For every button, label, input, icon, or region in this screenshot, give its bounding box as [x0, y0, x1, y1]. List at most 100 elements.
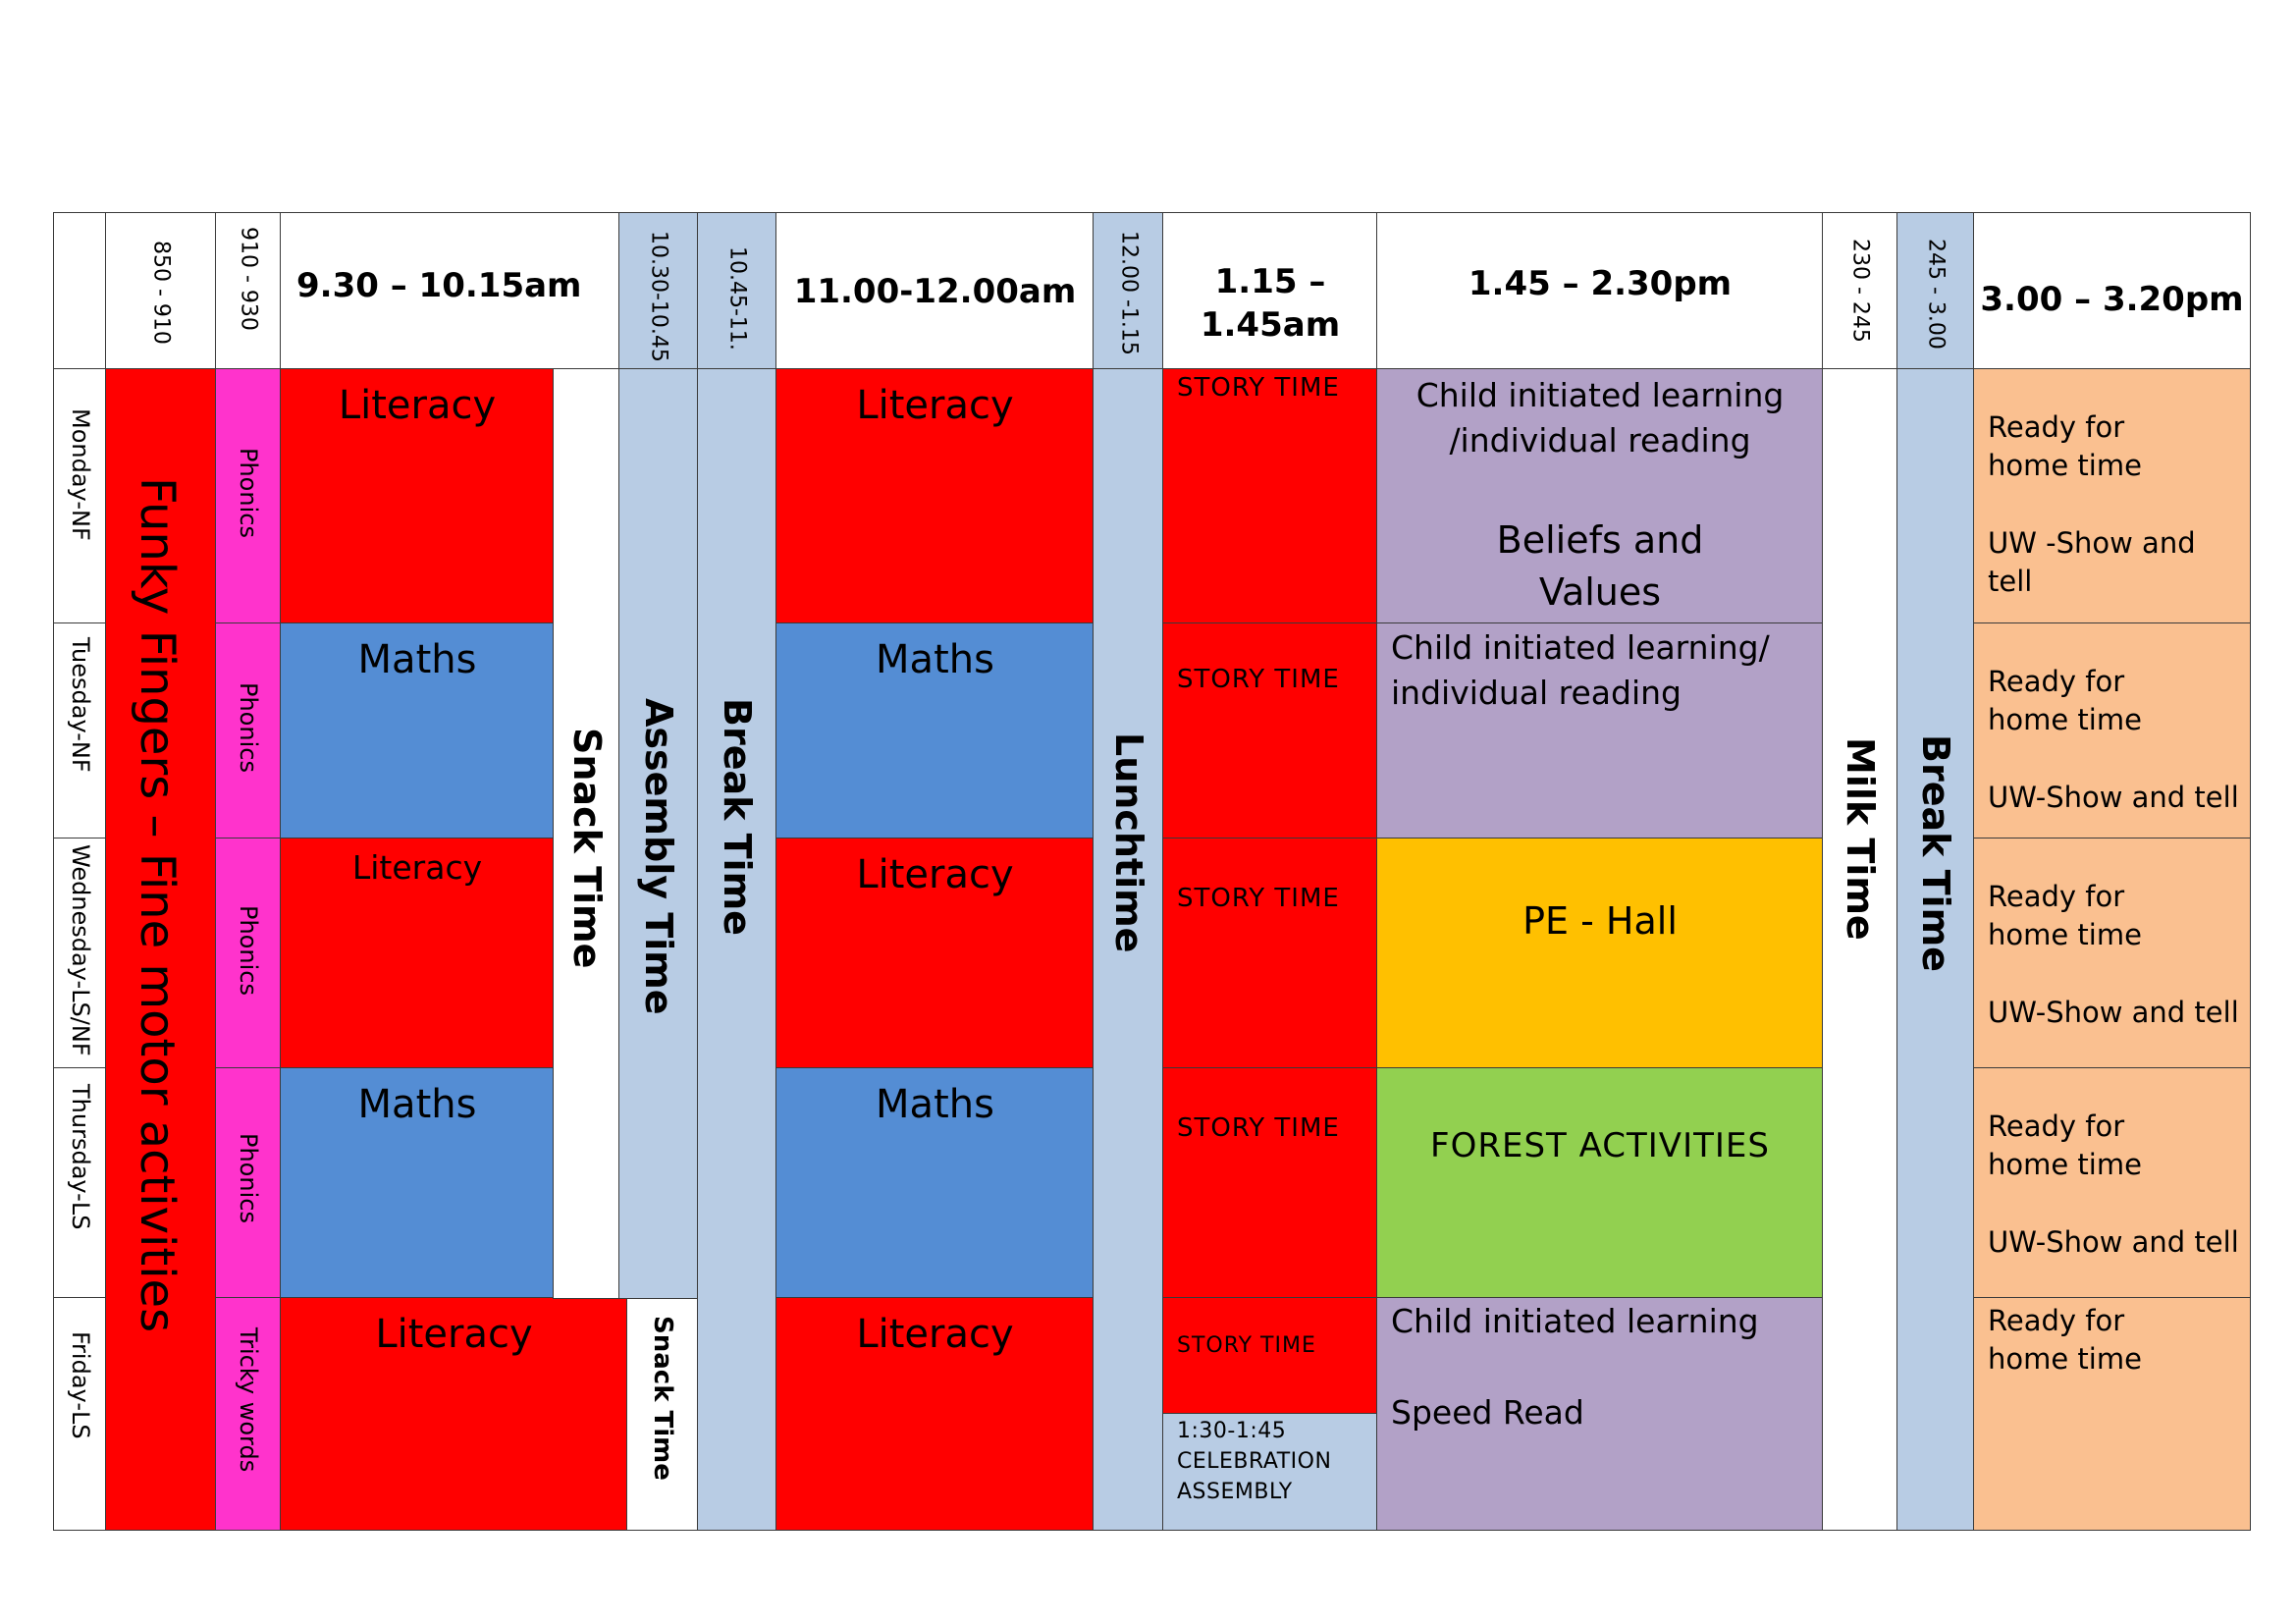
- header-300-320: 3.00 – 3.20pm: [1973, 212, 2251, 370]
- story-time-tuesday: STORY TIME: [1162, 622, 1378, 839]
- phonics-label: Phonics: [235, 448, 262, 538]
- afternoon-monday: Child initiated learning /individual rea…: [1376, 368, 1824, 624]
- snack-time-label: Snack Time: [564, 728, 609, 969]
- ready-home-label: Ready for home time: [1988, 880, 2142, 951]
- time-label: 9.30 – 10.15am: [296, 265, 582, 305]
- time-label: 1.15 – 1.45am: [1200, 261, 1341, 345]
- ready-home-label: Ready for home time: [1988, 1109, 2142, 1181]
- snack-time-cell: Snack Time: [553, 368, 620, 1299]
- home-time-friday: Ready for home time: [1973, 1297, 2251, 1531]
- story-time-monday: STORY TIME: [1162, 368, 1378, 624]
- morning1-wednesday: Literacy: [280, 838, 555, 1069]
- forest-activities-label: FOREST ACTIVITIES: [1430, 1126, 1770, 1165]
- header-1100-1200: 11.00-12.00am: [775, 212, 1095, 370]
- story-time-label: STORY TIME: [1177, 1113, 1340, 1143]
- day-cell-thursday: Thursday-LS: [53, 1067, 107, 1299]
- header-245-300: 245 - 3.00: [1896, 212, 1975, 370]
- morning2-friday: Literacy: [775, 1297, 1095, 1531]
- subject-label: Literacy: [856, 383, 1014, 428]
- assembly-time-label: Assembly Time: [637, 698, 680, 1015]
- funky-fingers-cell: Funky Fingers – Fine motor activities: [105, 368, 217, 1531]
- subject-label: Maths: [876, 637, 994, 682]
- header-230-245: 230 - 245: [1822, 212, 1898, 370]
- assembly-time-cell: Assembly Time: [618, 368, 699, 1299]
- subject-label: Literacy: [856, 852, 1014, 897]
- story-time-label: STORY TIME: [1177, 1333, 1316, 1358]
- morning2-thursday: Maths: [775, 1067, 1095, 1299]
- home-time-tuesday: Ready for home time UW-Show and tell: [1973, 622, 2251, 839]
- phonics-cell-thursday: Phonics: [215, 1067, 282, 1299]
- ready-home-label: Ready for home time: [1988, 1304, 2142, 1376]
- home-time-thursday: Ready for home time UW-Show and tell: [1973, 1067, 2251, 1299]
- phonics-label: Phonics: [235, 1133, 262, 1223]
- phonics-cell-tuesday: Phonics: [215, 622, 282, 839]
- time-label: 3.00 – 3.20pm: [1980, 279, 2244, 319]
- afternoon-wednesday: PE - Hall: [1376, 838, 1824, 1069]
- header-115-145: 1.15 – 1.45am: [1162, 212, 1378, 370]
- subject-label: Maths: [876, 1082, 994, 1127]
- time-label: 12.00 -1.15: [1116, 231, 1141, 355]
- lunchtime-label: Lunchtime: [1106, 732, 1150, 953]
- lunchtime-cell: Lunchtime: [1093, 368, 1164, 1531]
- story-time-label: STORY TIME: [1177, 665, 1340, 694]
- day-label: Monday-NF: [66, 408, 94, 541]
- time-label: 245 - 3.00: [1923, 239, 1949, 350]
- tricky-words-label: Tricky words: [235, 1327, 262, 1473]
- beliefs-values-label: Beliefs and Values: [1496, 518, 1704, 615]
- story-time-label: STORY TIME: [1177, 373, 1340, 403]
- phonics-label: Phonics: [235, 682, 262, 773]
- ready-home-label: Ready for home time: [1988, 410, 2142, 482]
- phonics-cell-wednesday: Phonics: [215, 838, 282, 1069]
- time-label: 850 - 910: [148, 241, 174, 345]
- story-time-thursday: STORY TIME: [1162, 1067, 1378, 1299]
- afternoon-thursday: FOREST ACTIVITIES: [1376, 1067, 1824, 1299]
- subject-label: Literacy: [338, 383, 497, 428]
- day-label: Friday-LS: [66, 1331, 94, 1439]
- morning2-wednesday: Literacy: [775, 838, 1095, 1069]
- child-initiated-label: Child initiated learning/ individual rea…: [1391, 628, 1770, 712]
- story-time-wednesday: STORY TIME: [1162, 838, 1378, 1069]
- tricky-words-cell-friday: Tricky words: [215, 1297, 282, 1531]
- snack-time-label: Snack Time: [648, 1316, 677, 1481]
- uw-show-tell-label: UW-Show and tell: [1988, 781, 2239, 814]
- milk-time-label: Milk Time: [1839, 737, 1882, 941]
- day-cell-friday: Friday-LS: [53, 1297, 107, 1531]
- day-label: Tuesday-NF: [66, 637, 94, 773]
- header-930-1015: 9.30 – 10.15am: [280, 212, 620, 370]
- morning1-friday: Literacy: [280, 1297, 628, 1531]
- speed-read-label: Speed Read: [1391, 1393, 1584, 1432]
- subject-label: Maths: [357, 637, 477, 682]
- header-145-230: 1.45 – 2.30pm: [1376, 212, 1824, 370]
- break-time-pm-cell: Break Time: [1896, 368, 1975, 1531]
- morning1-thursday: Maths: [280, 1067, 555, 1299]
- header-1030-1045: 10.30-10.45: [618, 212, 699, 370]
- header-850-910: 850 - 910: [105, 212, 217, 370]
- subject-label: Literacy: [856, 1312, 1014, 1357]
- phonics-label: Phonics: [235, 905, 262, 996]
- story-time-friday: STORY TIME: [1162, 1297, 1378, 1415]
- break-time-label: Break Time: [1914, 734, 1957, 972]
- ready-home-label: Ready for home time: [1988, 665, 2142, 736]
- child-initiated-label: Child initiated learning /individual rea…: [1415, 376, 1785, 460]
- morning1-tuesday: Maths: [280, 622, 555, 839]
- day-cell-tuesday: Tuesday-NF: [53, 622, 107, 839]
- time-label: 10.30-10.45: [646, 231, 671, 362]
- day-label: Thursday-LS: [66, 1084, 94, 1230]
- header-1200-115: 12.00 -1.15: [1093, 212, 1164, 370]
- home-time-monday: Ready for home time UW -Show and tell: [1973, 368, 2251, 624]
- header-910-930: 910 - 930: [215, 212, 282, 370]
- subject-label: Literacy: [351, 848, 483, 887]
- morning1-monday: Literacy: [280, 368, 555, 624]
- funky-fingers-label: Funky Fingers – Fine motor activities: [130, 477, 185, 1333]
- subject-label: Literacy: [375, 1312, 533, 1357]
- snack-time-friday-cell: Snack Time: [626, 1297, 699, 1531]
- uw-show-tell-label: UW -Show and tell: [1988, 526, 2196, 598]
- home-time-wednesday: Ready for home time UW-Show and tell: [1973, 838, 2251, 1069]
- afternoon-friday: Child initiated learning Speed Read: [1376, 1297, 1824, 1531]
- header-corner-cell: [53, 212, 107, 370]
- uw-show-tell-label: UW-Show and tell: [1988, 1225, 2239, 1259]
- celebration-assembly-cell: 1:30-1:45 CELEBRATION ASSEMBLY: [1162, 1413, 1378, 1531]
- subject-label: Maths: [357, 1082, 477, 1127]
- pe-hall-label: PE - Hall: [1522, 899, 1678, 943]
